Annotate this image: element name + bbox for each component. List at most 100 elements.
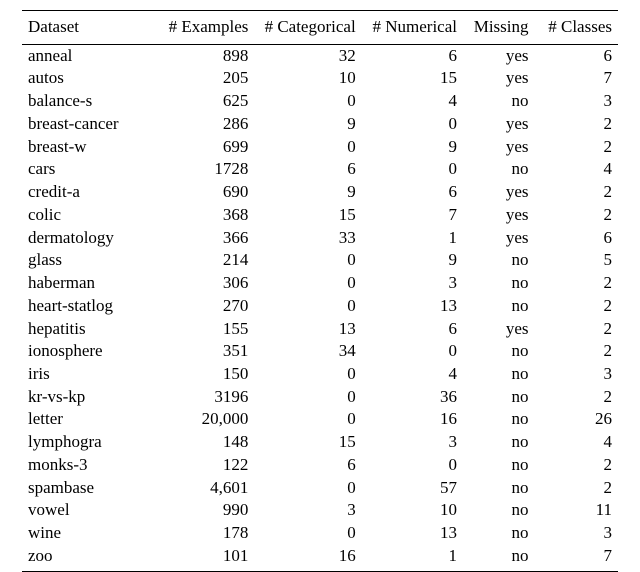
table-row: autos2051015yes7 xyxy=(22,67,618,90)
cell-dataset: balance-s xyxy=(22,90,153,113)
table-row: breast-w69909yes2 xyxy=(22,136,618,159)
cell-examples: 214 xyxy=(153,249,254,272)
cell-cat: 0 xyxy=(254,136,361,159)
table-row: glass21409no5 xyxy=(22,249,618,272)
table-header-row: Dataset # Examples # Categorical # Numer… xyxy=(22,11,618,45)
cell-classes: 7 xyxy=(535,67,618,90)
table-row: anneal898326yes6 xyxy=(22,44,618,67)
cell-missing: no xyxy=(463,90,535,113)
cell-cat: 0 xyxy=(254,522,361,545)
cell-cat: 3 xyxy=(254,499,361,522)
cell-num: 9 xyxy=(362,136,463,159)
cell-dataset: autos xyxy=(22,67,153,90)
cell-dataset: lymphogra xyxy=(22,431,153,454)
cell-classes: 7 xyxy=(535,545,618,571)
cell-num: 15 xyxy=(362,67,463,90)
cell-cat: 0 xyxy=(254,272,361,295)
cell-classes: 26 xyxy=(535,408,618,431)
cell-num: 0 xyxy=(362,340,463,363)
cell-missing: no xyxy=(463,386,535,409)
cell-classes: 11 xyxy=(535,499,618,522)
cell-cat: 9 xyxy=(254,181,361,204)
table-row: breast-cancer28690yes2 xyxy=(22,113,618,136)
cell-dataset: colic xyxy=(22,204,153,227)
table-row: ionosphere351340no2 xyxy=(22,340,618,363)
table-row: zoo101161no7 xyxy=(22,545,618,571)
datasets-table: Dataset # Examples # Categorical # Numer… xyxy=(22,10,618,572)
cell-dataset: vowel xyxy=(22,499,153,522)
cell-examples: 351 xyxy=(153,340,254,363)
cell-cat: 0 xyxy=(254,295,361,318)
cell-classes: 3 xyxy=(535,90,618,113)
cell-missing: no xyxy=(463,454,535,477)
cell-dataset: credit-a xyxy=(22,181,153,204)
cell-num: 4 xyxy=(362,90,463,113)
cell-num: 7 xyxy=(362,204,463,227)
cell-examples: 699 xyxy=(153,136,254,159)
cell-cat: 0 xyxy=(254,90,361,113)
cell-dataset: breast-w xyxy=(22,136,153,159)
cell-num: 0 xyxy=(362,113,463,136)
table-container: Dataset # Examples # Categorical # Numer… xyxy=(0,0,640,572)
table-row: hepatitis155136yes2 xyxy=(22,318,618,341)
cell-cat: 0 xyxy=(254,408,361,431)
cell-dataset: monks-3 xyxy=(22,454,153,477)
cell-dataset: iris xyxy=(22,363,153,386)
cell-examples: 990 xyxy=(153,499,254,522)
cell-cat: 6 xyxy=(254,454,361,477)
cell-classes: 2 xyxy=(535,181,618,204)
cell-examples: 155 xyxy=(153,318,254,341)
cell-examples: 306 xyxy=(153,272,254,295)
cell-classes: 4 xyxy=(535,431,618,454)
cell-missing: yes xyxy=(463,136,535,159)
cell-classes: 2 xyxy=(535,340,618,363)
table-row: lymphogra148153no4 xyxy=(22,431,618,454)
cell-examples: 366 xyxy=(153,227,254,250)
cell-classes: 2 xyxy=(535,454,618,477)
cell-missing: no xyxy=(463,272,535,295)
cell-num: 9 xyxy=(362,249,463,272)
cell-missing: no xyxy=(463,249,535,272)
cell-dataset: ionosphere xyxy=(22,340,153,363)
cell-missing: no xyxy=(463,499,535,522)
cell-examples: 270 xyxy=(153,295,254,318)
cell-missing: yes xyxy=(463,44,535,67)
cell-num: 13 xyxy=(362,522,463,545)
cell-classes: 2 xyxy=(535,386,618,409)
cell-num: 0 xyxy=(362,454,463,477)
cell-missing: no xyxy=(463,340,535,363)
cell-cat: 13 xyxy=(254,318,361,341)
cell-examples: 368 xyxy=(153,204,254,227)
cell-missing: yes xyxy=(463,204,535,227)
table-row: balance-s62504no3 xyxy=(22,90,618,113)
cell-num: 3 xyxy=(362,272,463,295)
cell-classes: 5 xyxy=(535,249,618,272)
col-header-classes: # Classes xyxy=(535,11,618,45)
cell-cat: 33 xyxy=(254,227,361,250)
table-row: vowel990310no11 xyxy=(22,499,618,522)
cell-missing: no xyxy=(463,431,535,454)
cell-dataset: glass xyxy=(22,249,153,272)
cell-cat: 6 xyxy=(254,158,361,181)
cell-num: 4 xyxy=(362,363,463,386)
cell-num: 57 xyxy=(362,477,463,500)
cell-cat: 16 xyxy=(254,545,361,571)
cell-num: 6 xyxy=(362,44,463,67)
cell-examples: 122 xyxy=(153,454,254,477)
cell-examples: 690 xyxy=(153,181,254,204)
cell-missing: yes xyxy=(463,227,535,250)
cell-num: 1 xyxy=(362,227,463,250)
table-row: haberman30603no2 xyxy=(22,272,618,295)
cell-examples: 286 xyxy=(153,113,254,136)
cell-cat: 15 xyxy=(254,431,361,454)
cell-num: 0 xyxy=(362,158,463,181)
cell-dataset: hepatitis xyxy=(22,318,153,341)
cell-missing: no xyxy=(463,545,535,571)
table-row: heart-statlog270013no2 xyxy=(22,295,618,318)
cell-examples: 150 xyxy=(153,363,254,386)
cell-dataset: letter xyxy=(22,408,153,431)
col-header-cat: # Categorical xyxy=(254,11,361,45)
cell-missing: no xyxy=(463,295,535,318)
cell-missing: no xyxy=(463,477,535,500)
cell-missing: no xyxy=(463,158,535,181)
